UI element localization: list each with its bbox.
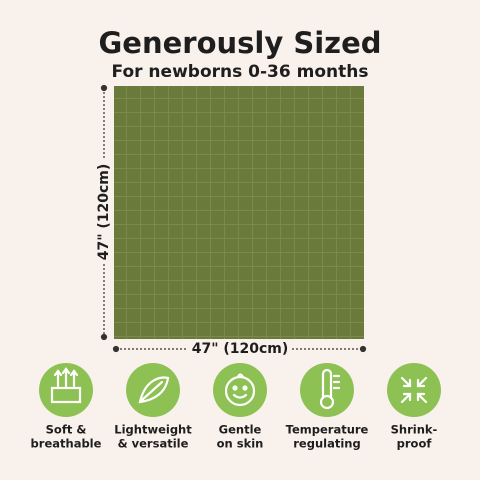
height-label-bg — [95, 160, 113, 264]
title: Generously Sized — [99, 26, 382, 60]
width-dimension — [112, 345, 367, 353]
feature-label: regulating — [293, 437, 360, 451]
icon-glyphs — [50, 367, 428, 410]
feature-label: breathable — [31, 437, 102, 451]
feature-label: Lightweight — [114, 423, 192, 437]
blanket — [114, 86, 364, 339]
feature-label: Shrink- — [391, 423, 438, 437]
feature-label: Soft & — [46, 423, 87, 437]
feature-label: proof — [397, 437, 433, 451]
width-label-bg — [188, 340, 292, 358]
feature-label: Gentle — [219, 423, 262, 437]
feature-label: Temperature — [286, 423, 369, 437]
width-label: 47" (120cm) — [192, 341, 289, 357]
height-label: 47" (120cm) — [96, 164, 112, 261]
feature-label: & versatile — [118, 437, 189, 451]
feature-label: on skin — [217, 437, 264, 451]
subtitle: For newborns 0-36 months — [112, 62, 369, 82]
